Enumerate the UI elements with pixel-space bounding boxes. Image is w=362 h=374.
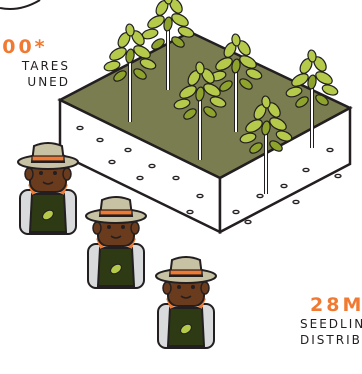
stat-value: 000*: [0, 36, 48, 58]
stat-label-line-1: SEEDLIN: [300, 317, 362, 331]
farmer-icon: [16, 141, 80, 236]
farmer-icon: [154, 255, 218, 350]
stat-label-line-2: DISTRIBU: [300, 333, 362, 347]
farmer-icon: [84, 195, 148, 290]
stat-label-line-2: UNED: [27, 75, 70, 89]
stat-hectares: 000* TARES UNED: [0, 36, 70, 90]
stat-seedlings: 28M SEEDLIN DISTRIBU: [300, 294, 362, 348]
stat-value: 28M: [310, 294, 362, 316]
stat-label-line-1: TARES: [21, 59, 70, 73]
soil-block: [57, 30, 353, 235]
